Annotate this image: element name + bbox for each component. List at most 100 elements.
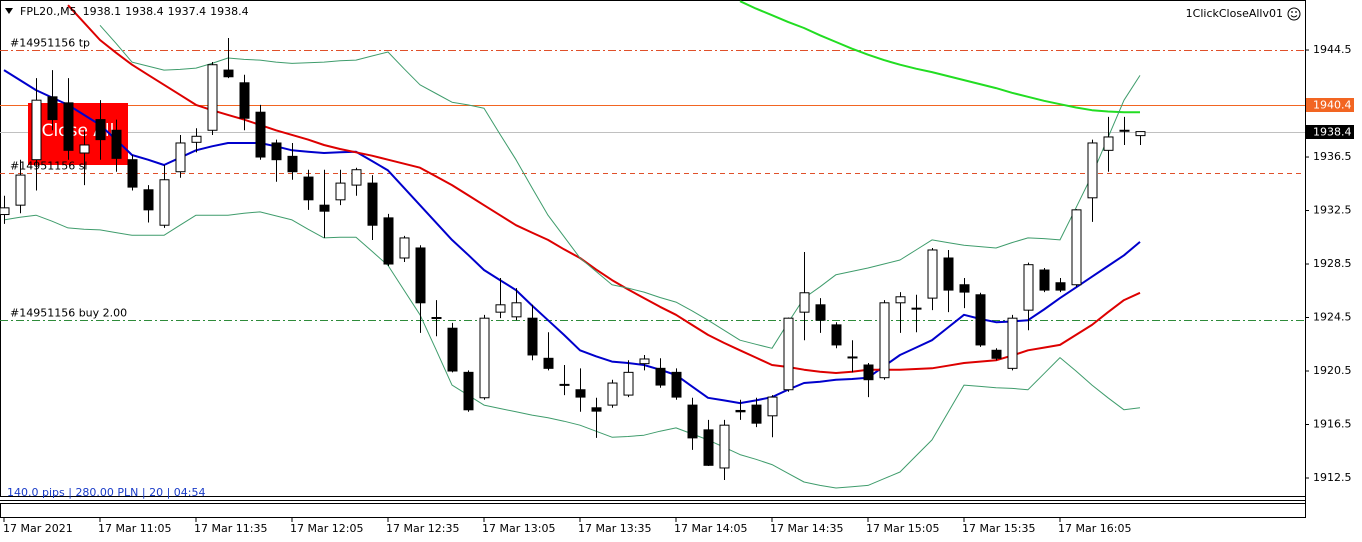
candle-body-down	[975, 294, 986, 346]
level-label: #14951156 sl	[10, 160, 88, 173]
indicator-line	[67, 4, 1141, 374]
indicator-line	[3, 69, 1141, 405]
x-tick-label: 17 Mar 12:05	[290, 522, 363, 535]
candle-body-up	[207, 64, 218, 131]
candle-body-up	[159, 179, 170, 226]
close-value: 1938.4	[210, 5, 249, 18]
indicator-line	[739, 0, 1140, 114]
plot-area: Close All	[0, 0, 1305, 489]
candle-body-down	[47, 96, 58, 121]
y-tick-label: 1916.5	[1313, 418, 1352, 431]
candle-body-down	[431, 317, 442, 320]
candle-body-down	[111, 129, 122, 159]
candle-body-down	[367, 182, 378, 226]
candle-body-down	[1039, 269, 1050, 291]
candle-body-down	[255, 111, 266, 158]
x-tick-label: 17 Mar 13:05	[482, 522, 555, 535]
symbol: FPL20.,M5	[20, 5, 77, 18]
candle-body-down	[735, 409, 746, 413]
candle-body-down	[127, 159, 138, 188]
candle-body-down	[831, 324, 842, 346]
indicator-line	[3, 211, 1141, 489]
candle-body-down	[463, 371, 474, 411]
candle-body-up	[79, 144, 90, 154]
status-text: 140.0 pips | 280.00 PLN | 20 | 04:54	[7, 486, 206, 499]
ea-icon-eye	[1291, 11, 1293, 13]
candle-body-down	[223, 69, 234, 78]
candle-body-down	[1055, 282, 1066, 291]
y-tick-label: 1920.5	[1313, 364, 1352, 377]
candle-body-down	[687, 404, 698, 439]
y-tick-label: 1912.5	[1313, 471, 1352, 484]
candle-body-up	[559, 383, 570, 386]
x-tick-label: 17 Mar 15:05	[866, 522, 939, 535]
current-price-tag	[1306, 125, 1354, 139]
candle-body-up	[479, 317, 490, 399]
candle-body-up	[495, 304, 506, 313]
candle-body-down	[271, 142, 282, 161]
candle-body-up	[175, 142, 186, 173]
x-tick-label: 17 Mar 14:05	[674, 522, 747, 535]
ea-icon[interactable]	[1287, 7, 1301, 21]
x-tick-label: 17 Mar 11:35	[194, 522, 267, 535]
candle-body-down	[447, 327, 458, 372]
candle-body-up	[1007, 317, 1018, 369]
price-tag	[1306, 98, 1354, 112]
candle-body-up	[783, 317, 794, 391]
candle-body-down	[543, 357, 554, 369]
candle-body-up	[31, 99, 42, 161]
candle-body-up	[879, 302, 890, 379]
candle-body-down	[319, 204, 330, 212]
candle-body-down	[287, 155, 298, 173]
candle-body-down	[815, 304, 826, 321]
x-tick-label: 17 Mar 13:35	[578, 522, 651, 535]
candle-body-down	[943, 257, 954, 291]
price-tag-label: 1940.4	[1313, 99, 1352, 112]
low-value: 1937.4	[168, 5, 207, 18]
candle-body-down	[1119, 129, 1130, 132]
candle-body-up	[799, 292, 810, 313]
candle-body-up	[351, 169, 362, 186]
x-tick-label: 17 Mar 2021	[3, 522, 73, 535]
candle-body-down	[63, 102, 74, 151]
candle-body-up	[895, 296, 906, 304]
candle-body-up	[15, 174, 26, 206]
candle-body-up	[0, 207, 10, 216]
candle-body-up	[511, 302, 522, 318]
level-label: #14951156 buy 2.00	[10, 307, 127, 320]
ea-icon-mouth	[1290, 15, 1298, 18]
candle-body-down	[575, 389, 586, 398]
open-value: 1938.1	[83, 5, 122, 18]
ea-name: 1ClickCloseAllv01	[1186, 7, 1283, 20]
candle-body-down	[751, 404, 762, 424]
x-tick-label: 17 Mar 12:35	[386, 522, 459, 535]
candle-body-up	[719, 424, 730, 469]
y-tick-label: 1928.5	[1313, 257, 1352, 270]
candle-body-up	[607, 382, 618, 406]
ea-icon-eye	[1295, 11, 1297, 13]
candle-body-down	[655, 367, 666, 386]
candle-body-up	[1071, 209, 1082, 286]
x-tick-label: 17 Mar 14:35	[770, 522, 843, 535]
indicator-line	[99, 24, 1141, 349]
candle-body-down	[383, 217, 394, 265]
candle-body-down	[415, 247, 426, 304]
candle-body-up	[1103, 136, 1114, 151]
y-tick-label: 1936.5	[1313, 150, 1352, 163]
level-label: #14951156 tp	[10, 37, 90, 50]
candle-body-down	[847, 356, 858, 359]
candle-body-up	[335, 182, 346, 201]
candle-body-down	[239, 82, 250, 119]
current-price-label: 1938.4	[1313, 126, 1352, 139]
candle-body-down	[143, 189, 154, 211]
candle-body-down	[911, 307, 922, 310]
candle-body-up	[1135, 131, 1146, 137]
candle-body-down	[527, 317, 538, 356]
candle-body-up	[399, 237, 410, 259]
high-value: 1938.4	[125, 5, 164, 18]
menu-triangle	[5, 8, 13, 14]
y-tick-label: 1944.5	[1313, 43, 1352, 56]
candle-body-up	[1087, 142, 1098, 199]
